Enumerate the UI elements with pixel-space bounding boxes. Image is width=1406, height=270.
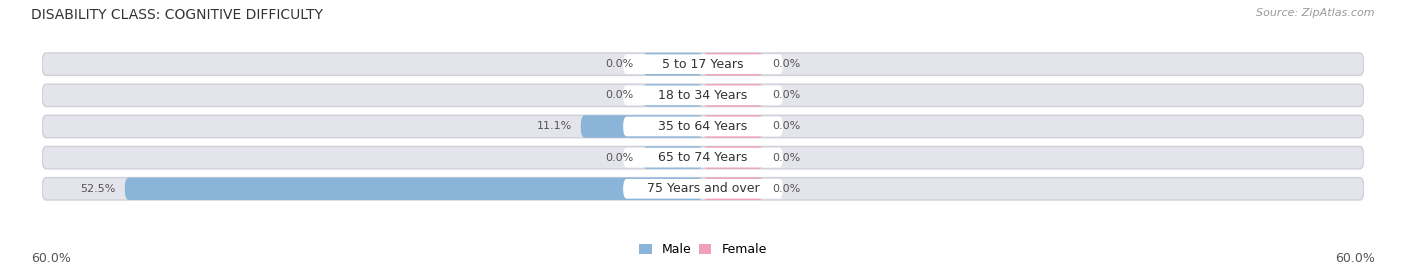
- Text: 5 to 17 Years: 5 to 17 Years: [662, 58, 744, 71]
- Text: 0.0%: 0.0%: [606, 153, 634, 163]
- FancyBboxPatch shape: [643, 53, 703, 75]
- FancyBboxPatch shape: [703, 115, 763, 138]
- FancyBboxPatch shape: [703, 178, 763, 200]
- FancyBboxPatch shape: [643, 146, 703, 169]
- FancyBboxPatch shape: [703, 146, 763, 169]
- FancyBboxPatch shape: [42, 178, 1364, 200]
- Text: 0.0%: 0.0%: [772, 153, 800, 163]
- FancyBboxPatch shape: [703, 84, 763, 107]
- FancyBboxPatch shape: [42, 146, 1364, 169]
- Text: 52.5%: 52.5%: [80, 184, 115, 194]
- FancyBboxPatch shape: [703, 53, 763, 75]
- Text: 60.0%: 60.0%: [1336, 252, 1375, 265]
- FancyBboxPatch shape: [42, 53, 1364, 75]
- Text: 0.0%: 0.0%: [772, 122, 800, 131]
- FancyBboxPatch shape: [623, 86, 783, 105]
- Text: 35 to 64 Years: 35 to 64 Years: [658, 120, 748, 133]
- FancyBboxPatch shape: [42, 84, 1364, 107]
- Text: 11.1%: 11.1%: [537, 122, 572, 131]
- Legend: Male, Female: Male, Female: [640, 243, 766, 256]
- FancyBboxPatch shape: [623, 179, 783, 199]
- FancyBboxPatch shape: [125, 178, 703, 200]
- Text: 0.0%: 0.0%: [606, 90, 634, 100]
- Text: 0.0%: 0.0%: [772, 90, 800, 100]
- FancyBboxPatch shape: [623, 148, 783, 167]
- Text: 0.0%: 0.0%: [772, 59, 800, 69]
- FancyBboxPatch shape: [581, 115, 703, 138]
- Text: 0.0%: 0.0%: [772, 184, 800, 194]
- FancyBboxPatch shape: [623, 54, 783, 74]
- FancyBboxPatch shape: [42, 115, 1364, 138]
- Text: Source: ZipAtlas.com: Source: ZipAtlas.com: [1257, 8, 1375, 18]
- Text: 65 to 74 Years: 65 to 74 Years: [658, 151, 748, 164]
- Text: 18 to 34 Years: 18 to 34 Years: [658, 89, 748, 102]
- Text: DISABILITY CLASS: COGNITIVE DIFFICULTY: DISABILITY CLASS: COGNITIVE DIFFICULTY: [31, 8, 323, 22]
- FancyBboxPatch shape: [643, 84, 703, 107]
- Text: 75 Years and over: 75 Years and over: [647, 182, 759, 195]
- Text: 0.0%: 0.0%: [606, 59, 634, 69]
- Text: 60.0%: 60.0%: [31, 252, 70, 265]
- FancyBboxPatch shape: [623, 117, 783, 136]
